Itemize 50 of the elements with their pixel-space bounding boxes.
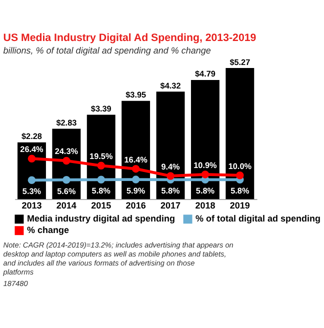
data-label: 26.4% [20, 145, 44, 154]
data-label: $4.32 [160, 81, 182, 90]
x-tick-label: 2014 [56, 200, 76, 210]
chart-subtitle: billions, % of total digital ad spending and % change [3, 45, 211, 56]
data-label: 5.9% [126, 186, 146, 196]
data-label: 5.6% [57, 186, 76, 196]
x-tick-label: 2018 [195, 200, 216, 210]
data-label: $3.95 [126, 90, 146, 100]
x-tick-label: 2013 [22, 200, 42, 210]
text: Note: CAGR (2014-2019)=13.2%; includes advertising that appears on desktop and laptop computers as well as mobile phones and tablets, and includes all the various formats of advertising on those platforms [2, 240, 234, 276]
point [62, 156, 70, 165]
text: 187480 [3, 278, 29, 288]
point [236, 171, 244, 180]
data-label: $5.27 [230, 58, 251, 67]
data-label: $3.39 [90, 104, 112, 114]
point [97, 176, 105, 184]
x-tick-label: 2017 [160, 200, 181, 210]
data-label: 5.8% [161, 186, 181, 196]
chart-title: US Media Industry Digital Ad Spending, 2013-2019 [3, 32, 256, 44]
data-label: $2.83 [56, 118, 78, 128]
data-label: 5.8% [196, 186, 216, 196]
bar [190, 80, 220, 200]
x-tick-label: 2015 [91, 200, 112, 210]
data-label: 5.3% [22, 187, 42, 196]
bar [122, 100, 150, 200]
data-label: 10.9% [194, 160, 218, 170]
point [97, 162, 105, 170]
point [132, 176, 140, 184]
point [201, 170, 210, 178]
data-label: $4.79 [194, 70, 216, 79]
data-label: 5.8% [230, 186, 250, 196]
legend-label: % of total digital ad spending [196, 214, 321, 224]
data-label: 5.8% [92, 186, 112, 196]
x-tick-label: 2016 [126, 200, 146, 210]
data-label: 19.5% [90, 152, 114, 162]
point [28, 154, 36, 162]
point [62, 176, 70, 184]
point [166, 172, 174, 180]
bar [226, 68, 254, 200]
point [28, 176, 36, 184]
legend-label: % change [27, 225, 70, 236]
data-label: 16.4% [124, 155, 148, 164]
data-label: 10.0% [228, 162, 252, 171]
data-label: 24.3% [54, 147, 79, 156]
data-label: $2.28 [22, 132, 42, 142]
point [132, 164, 140, 173]
x-tick-label: 2019 [230, 200, 250, 210]
data-label: 9.4% [161, 162, 181, 172]
bar [156, 92, 185, 200]
legend-label: Media industry digital ad spending [27, 214, 176, 224]
